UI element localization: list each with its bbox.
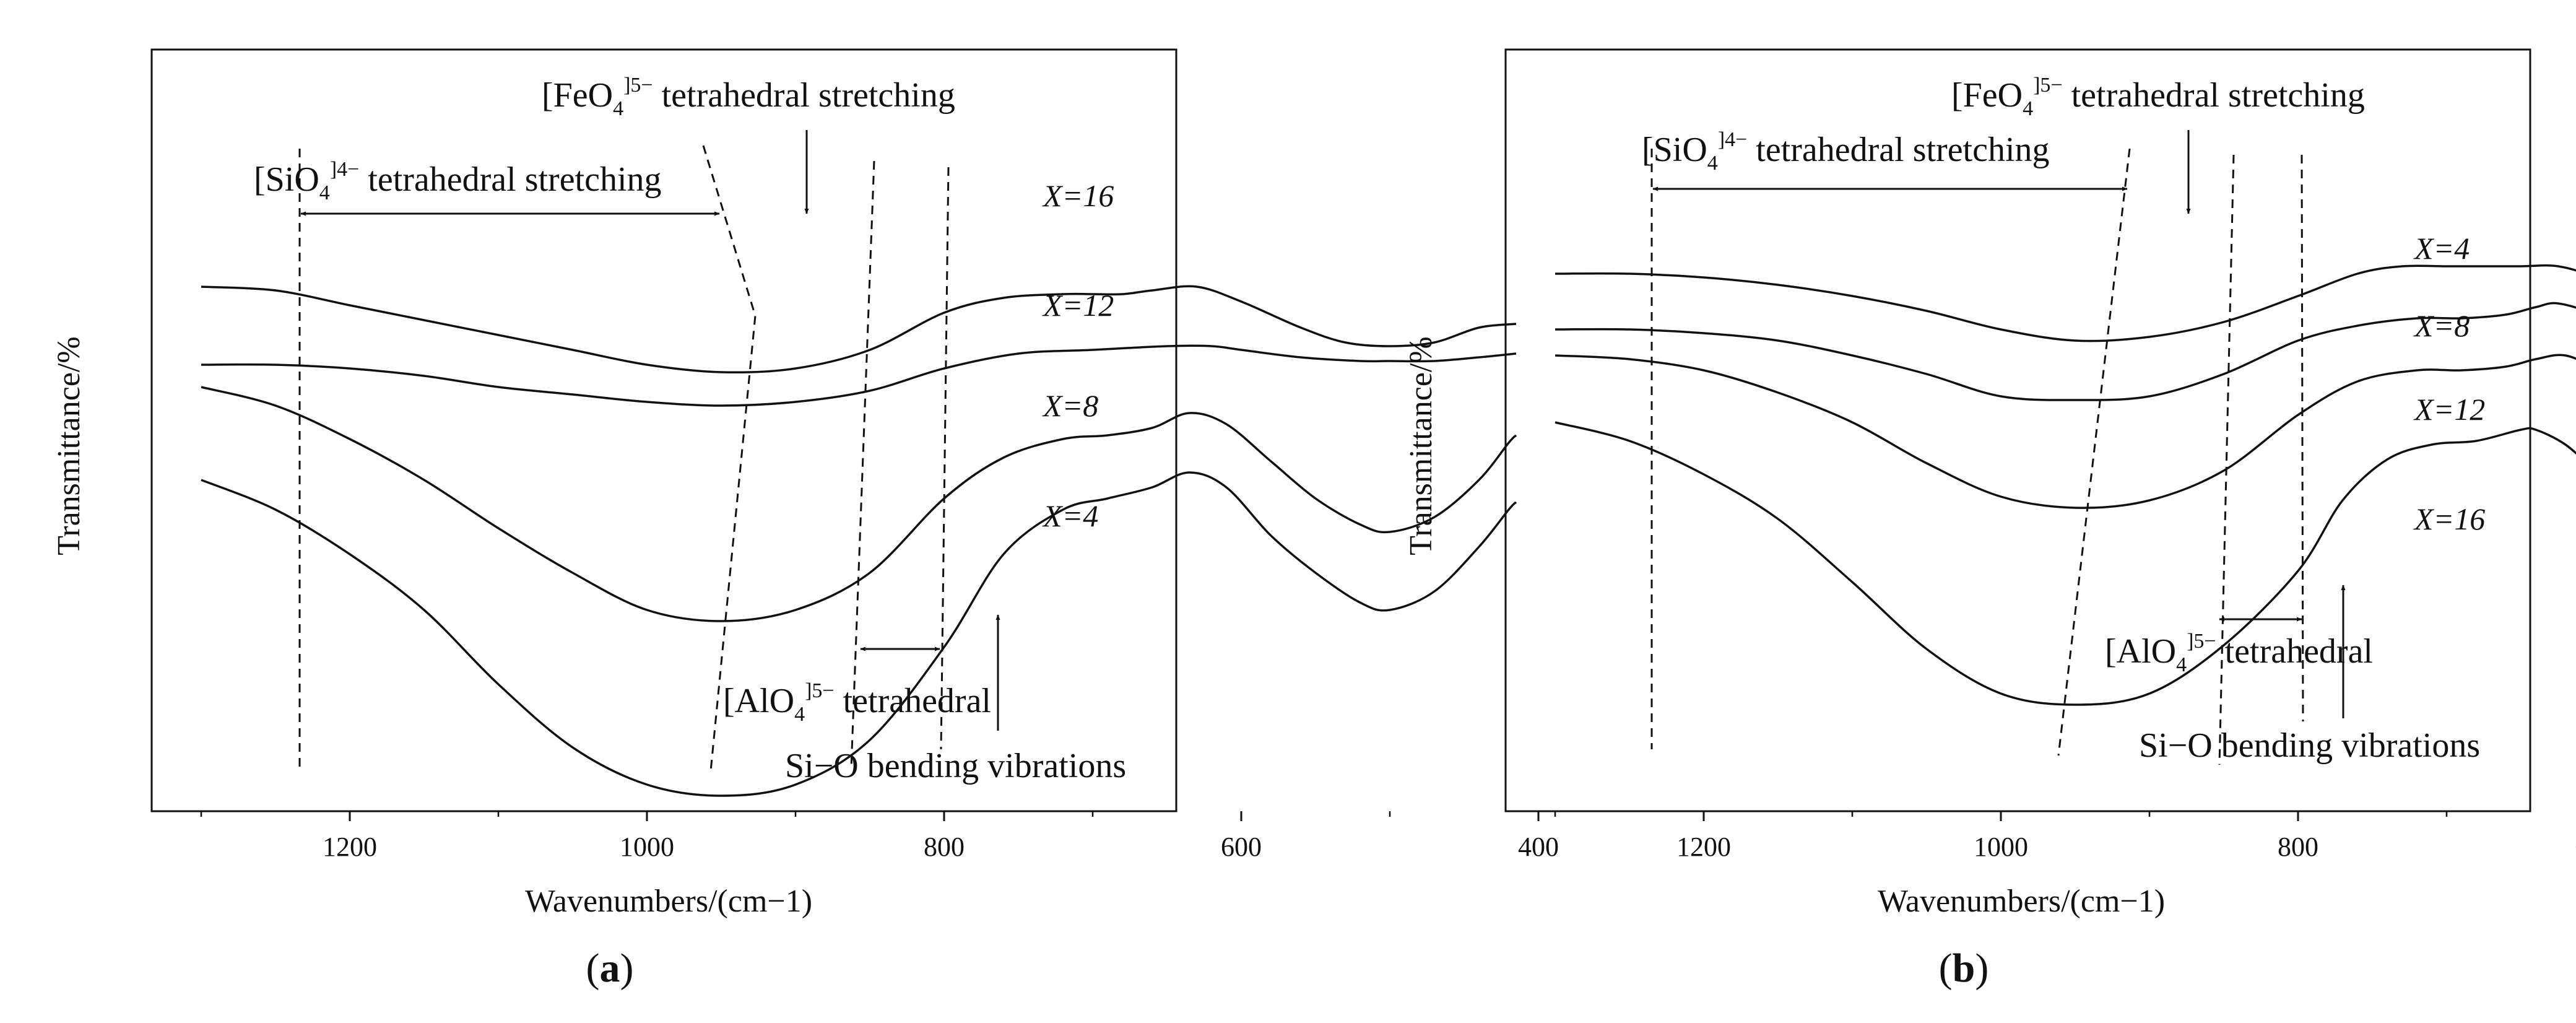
series-label-x16: X=16 xyxy=(1042,178,1114,213)
guide-alo4-right xyxy=(2301,154,2304,722)
guide-feo4 xyxy=(702,145,757,772)
series-line-x8 xyxy=(1555,302,2576,401)
y-axis-title: Transmittance/% xyxy=(51,336,87,555)
alo4-annotation: [AlO4]5− tetrahedral xyxy=(723,679,991,726)
dashed-guides xyxy=(1650,148,2304,765)
guide-alo4-left xyxy=(2218,154,2235,765)
x-tick-label-600: 600 xyxy=(1221,832,1262,862)
y-axis-title: Transmittance/% xyxy=(1403,336,1439,555)
x-axis-title: Wavenumbers/(cm−1) xyxy=(525,884,812,919)
sio-bending-annotation: Si−O bending vibrations xyxy=(785,747,1126,785)
series-line-x4 xyxy=(1555,264,2576,342)
series-line-x16 xyxy=(201,285,1517,374)
panel-label: (b) xyxy=(1939,946,1989,991)
series-label-x4: X=4 xyxy=(1042,498,1098,533)
series-labels: X=16 X=12 X=8 X=4 xyxy=(1042,178,1114,533)
feo4-annotation: [FeO4]5− tetrahedral stretching xyxy=(542,74,955,120)
series-line-x12 xyxy=(1555,354,2576,509)
panel-label: (a) xyxy=(586,946,634,991)
svg-text:Transmittance/%: Transmittance/% xyxy=(1403,336,1439,555)
guide-alo4-left xyxy=(850,160,875,768)
sio4-annotation: [SiO4]4− tetrahedral stretching xyxy=(254,158,662,204)
svg-text:Transmittance/%: Transmittance/% xyxy=(51,336,87,555)
series-label-x8: X=8 xyxy=(2413,308,2470,343)
feo4-annotation: [FeO4]5− tetrahedral stretching xyxy=(1951,74,2365,120)
annotation-arrows xyxy=(300,130,1000,731)
guide-feo4 xyxy=(2057,148,2131,756)
x-tick-label-1200: 1200 xyxy=(1676,832,1731,862)
series-labels: X=4 X=8 X=12 X=16 xyxy=(2413,231,2485,536)
series-label-x8: X=8 xyxy=(1042,388,1098,423)
panel-b: 1200 1000 800 600 400 Wavenumbers/(cm−1) Tra… xyxy=(1403,48,2576,991)
panel-a: 1200 1000 800 600 400 Wavenumbers/(cm−1) Tra… xyxy=(51,48,1559,991)
x-tick-label-600: 600 xyxy=(2575,832,2576,862)
x-axis-title: Wavenumbers/(cm−1) xyxy=(1878,884,2165,919)
dashed-guides xyxy=(298,145,950,772)
x-tick-label-1000: 1000 xyxy=(1974,832,2028,862)
series-label-x4: X=4 xyxy=(2413,231,2470,266)
series-lines xyxy=(1555,264,2576,706)
series-line-x4 xyxy=(201,471,1517,797)
annotation-arrows xyxy=(1652,130,2346,718)
x-tick-label-400: 400 xyxy=(1518,832,1559,862)
x-tick-label-1200: 1200 xyxy=(323,832,377,862)
series-line-x8 xyxy=(201,386,1517,622)
alo4-annotation: [AlO4]5− tetrahedral xyxy=(2105,630,2373,676)
x-tick-label-800: 800 xyxy=(924,832,965,862)
plot-frame xyxy=(150,48,1177,812)
guide-alo4-right xyxy=(940,167,950,750)
series-line-x12 xyxy=(201,344,1517,407)
series-lines xyxy=(201,285,1517,797)
plot-frame xyxy=(1504,48,2531,812)
sio-bending-annotation: Si−O bending vibrations xyxy=(2139,726,2480,765)
series-label-x16: X=16 xyxy=(2413,502,2485,536)
series-label-x12: X=12 xyxy=(1042,288,1114,323)
x-tick-label-800: 800 xyxy=(2278,832,2318,862)
series-line-x16 xyxy=(1555,421,2576,706)
x-tick-label-1000: 1000 xyxy=(620,832,674,862)
svg-text:Wavenumbers/(cm−1): Wavenumbers/(cm−1) xyxy=(525,884,812,919)
series-label-x12: X=12 xyxy=(2413,392,2485,427)
sio4-annotation: [SiO4]4− tetrahedral stretching xyxy=(1642,128,2050,175)
x-axis-ticks: 1200 1000 800 600 400 xyxy=(200,811,1559,862)
svg-text:Wavenumbers/(cm−1): Wavenumbers/(cm−1) xyxy=(1878,884,2165,919)
